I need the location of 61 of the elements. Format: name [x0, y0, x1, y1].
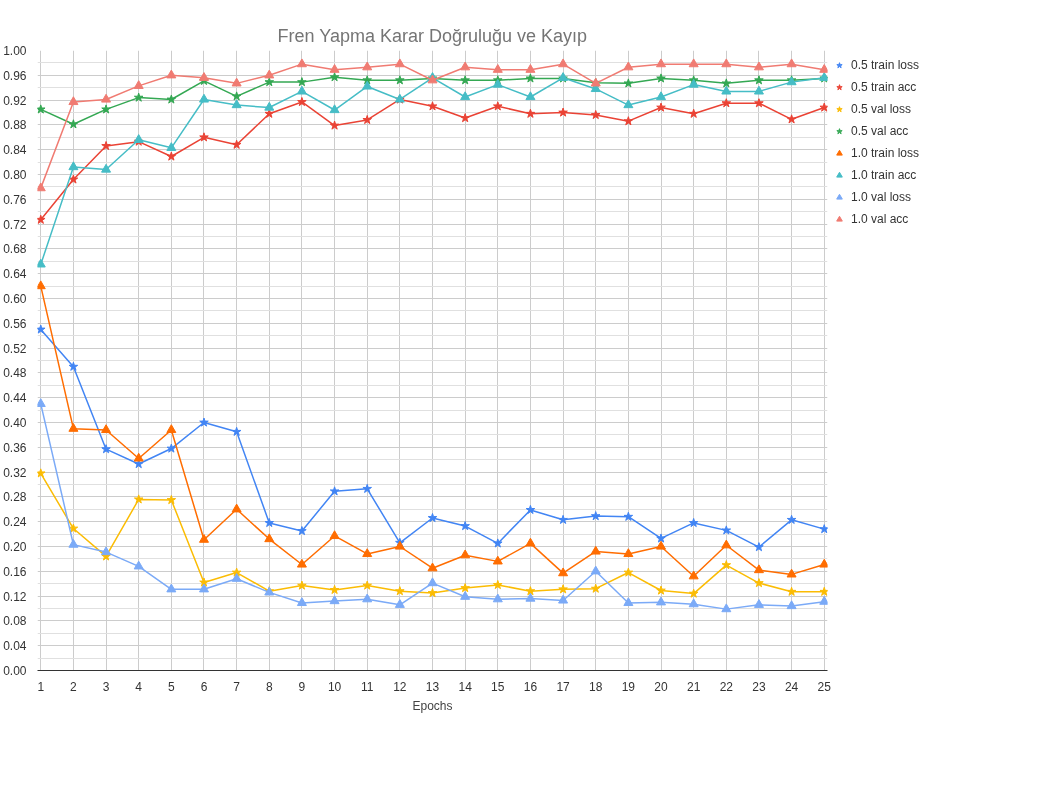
x-tick-label: 18: [589, 679, 603, 694]
x-tick-label: 4: [135, 679, 143, 694]
y-tick-label: 0.44: [3, 391, 27, 406]
legend-label: 1.0 val acc: [851, 212, 909, 226]
y-tick-label: 0.96: [3, 68, 27, 83]
y-tick-label: 0.52: [3, 341, 27, 356]
y-tick-label: 0.92: [3, 93, 27, 108]
x-tick-label: 24: [784, 679, 799, 694]
x-tick-label: 17: [556, 679, 571, 694]
x-tick-label: 3: [102, 679, 110, 694]
x-tick-label: 14: [458, 679, 473, 694]
y-tick-label: 0.40: [3, 416, 27, 430]
x-axis-title: Epochs: [412, 698, 453, 713]
x-tick-label: 5: [168, 679, 176, 694]
y-tick-label: 0.84: [3, 143, 27, 158]
x-tick-label: 7: [233, 679, 241, 694]
y-tick-label: 0.32: [3, 465, 27, 480]
x-tick-label: 23: [752, 679, 766, 694]
x-tick-label: 2: [70, 679, 78, 694]
legend-label: 0.5 train loss: [851, 58, 920, 72]
legend-label: 0.5 val loss: [851, 102, 912, 116]
x-tick-label: 20: [654, 679, 669, 694]
legend-label: 1.0 train acc: [851, 168, 917, 182]
y-tick-label: 0.48: [3, 366, 27, 381]
y-tick-label: 0.64: [3, 267, 27, 282]
legend-label: 0.5 train acc: [851, 80, 917, 94]
y-tick-label: 0.04: [3, 639, 27, 654]
x-tick-label: 22: [719, 679, 734, 694]
chart-title: Fren Yapma Karar Doğruluğu ve Kayıp: [277, 25, 588, 46]
x-tick-label: 8: [265, 679, 273, 694]
y-tick-label: 0.76: [3, 192, 27, 207]
x-tick-label: 11: [360, 679, 374, 694]
x-tick-label: 10: [327, 679, 342, 694]
legend-label: 1.0 train loss: [851, 146, 920, 160]
x-tick-label: 16: [523, 679, 538, 694]
x-tick-label: 12: [393, 679, 407, 694]
y-tick-label: 1.00: [3, 44, 27, 58]
y-tick-label: 0.72: [3, 217, 27, 232]
x-tick-label: 9: [298, 679, 306, 694]
x-tick-label: 6: [200, 679, 208, 694]
y-tick-label: 0.68: [3, 242, 27, 257]
y-tick-label: 0.88: [3, 118, 27, 133]
x-tick-label: 21: [686, 679, 701, 694]
y-tick-label: 0.20: [3, 540, 27, 554]
y-tick-label: 0.56: [3, 316, 27, 331]
y-tick-label: 0.12: [3, 589, 27, 604]
x-tick-label: 13: [425, 679, 440, 694]
y-tick-label: 0.60: [3, 292, 27, 306]
x-tick-label: 15: [491, 679, 505, 694]
x-tick-label: 25: [817, 679, 832, 694]
legend-label: 0.5 val acc: [851, 124, 909, 138]
x-tick-label: 19: [621, 679, 636, 694]
y-tick-label: 0.80: [3, 168, 27, 182]
x-tick-label: 1: [37, 679, 45, 694]
y-tick-label: 0.28: [3, 490, 27, 505]
y-tick-label: 0.00: [3, 664, 27, 678]
y-tick-label: 0.16: [3, 564, 27, 579]
legend-label: 1.0 val loss: [851, 190, 912, 204]
y-tick-label: 0.36: [3, 440, 27, 455]
y-tick-label: 0.08: [3, 614, 27, 629]
y-tick-label: 0.24: [3, 515, 27, 530]
